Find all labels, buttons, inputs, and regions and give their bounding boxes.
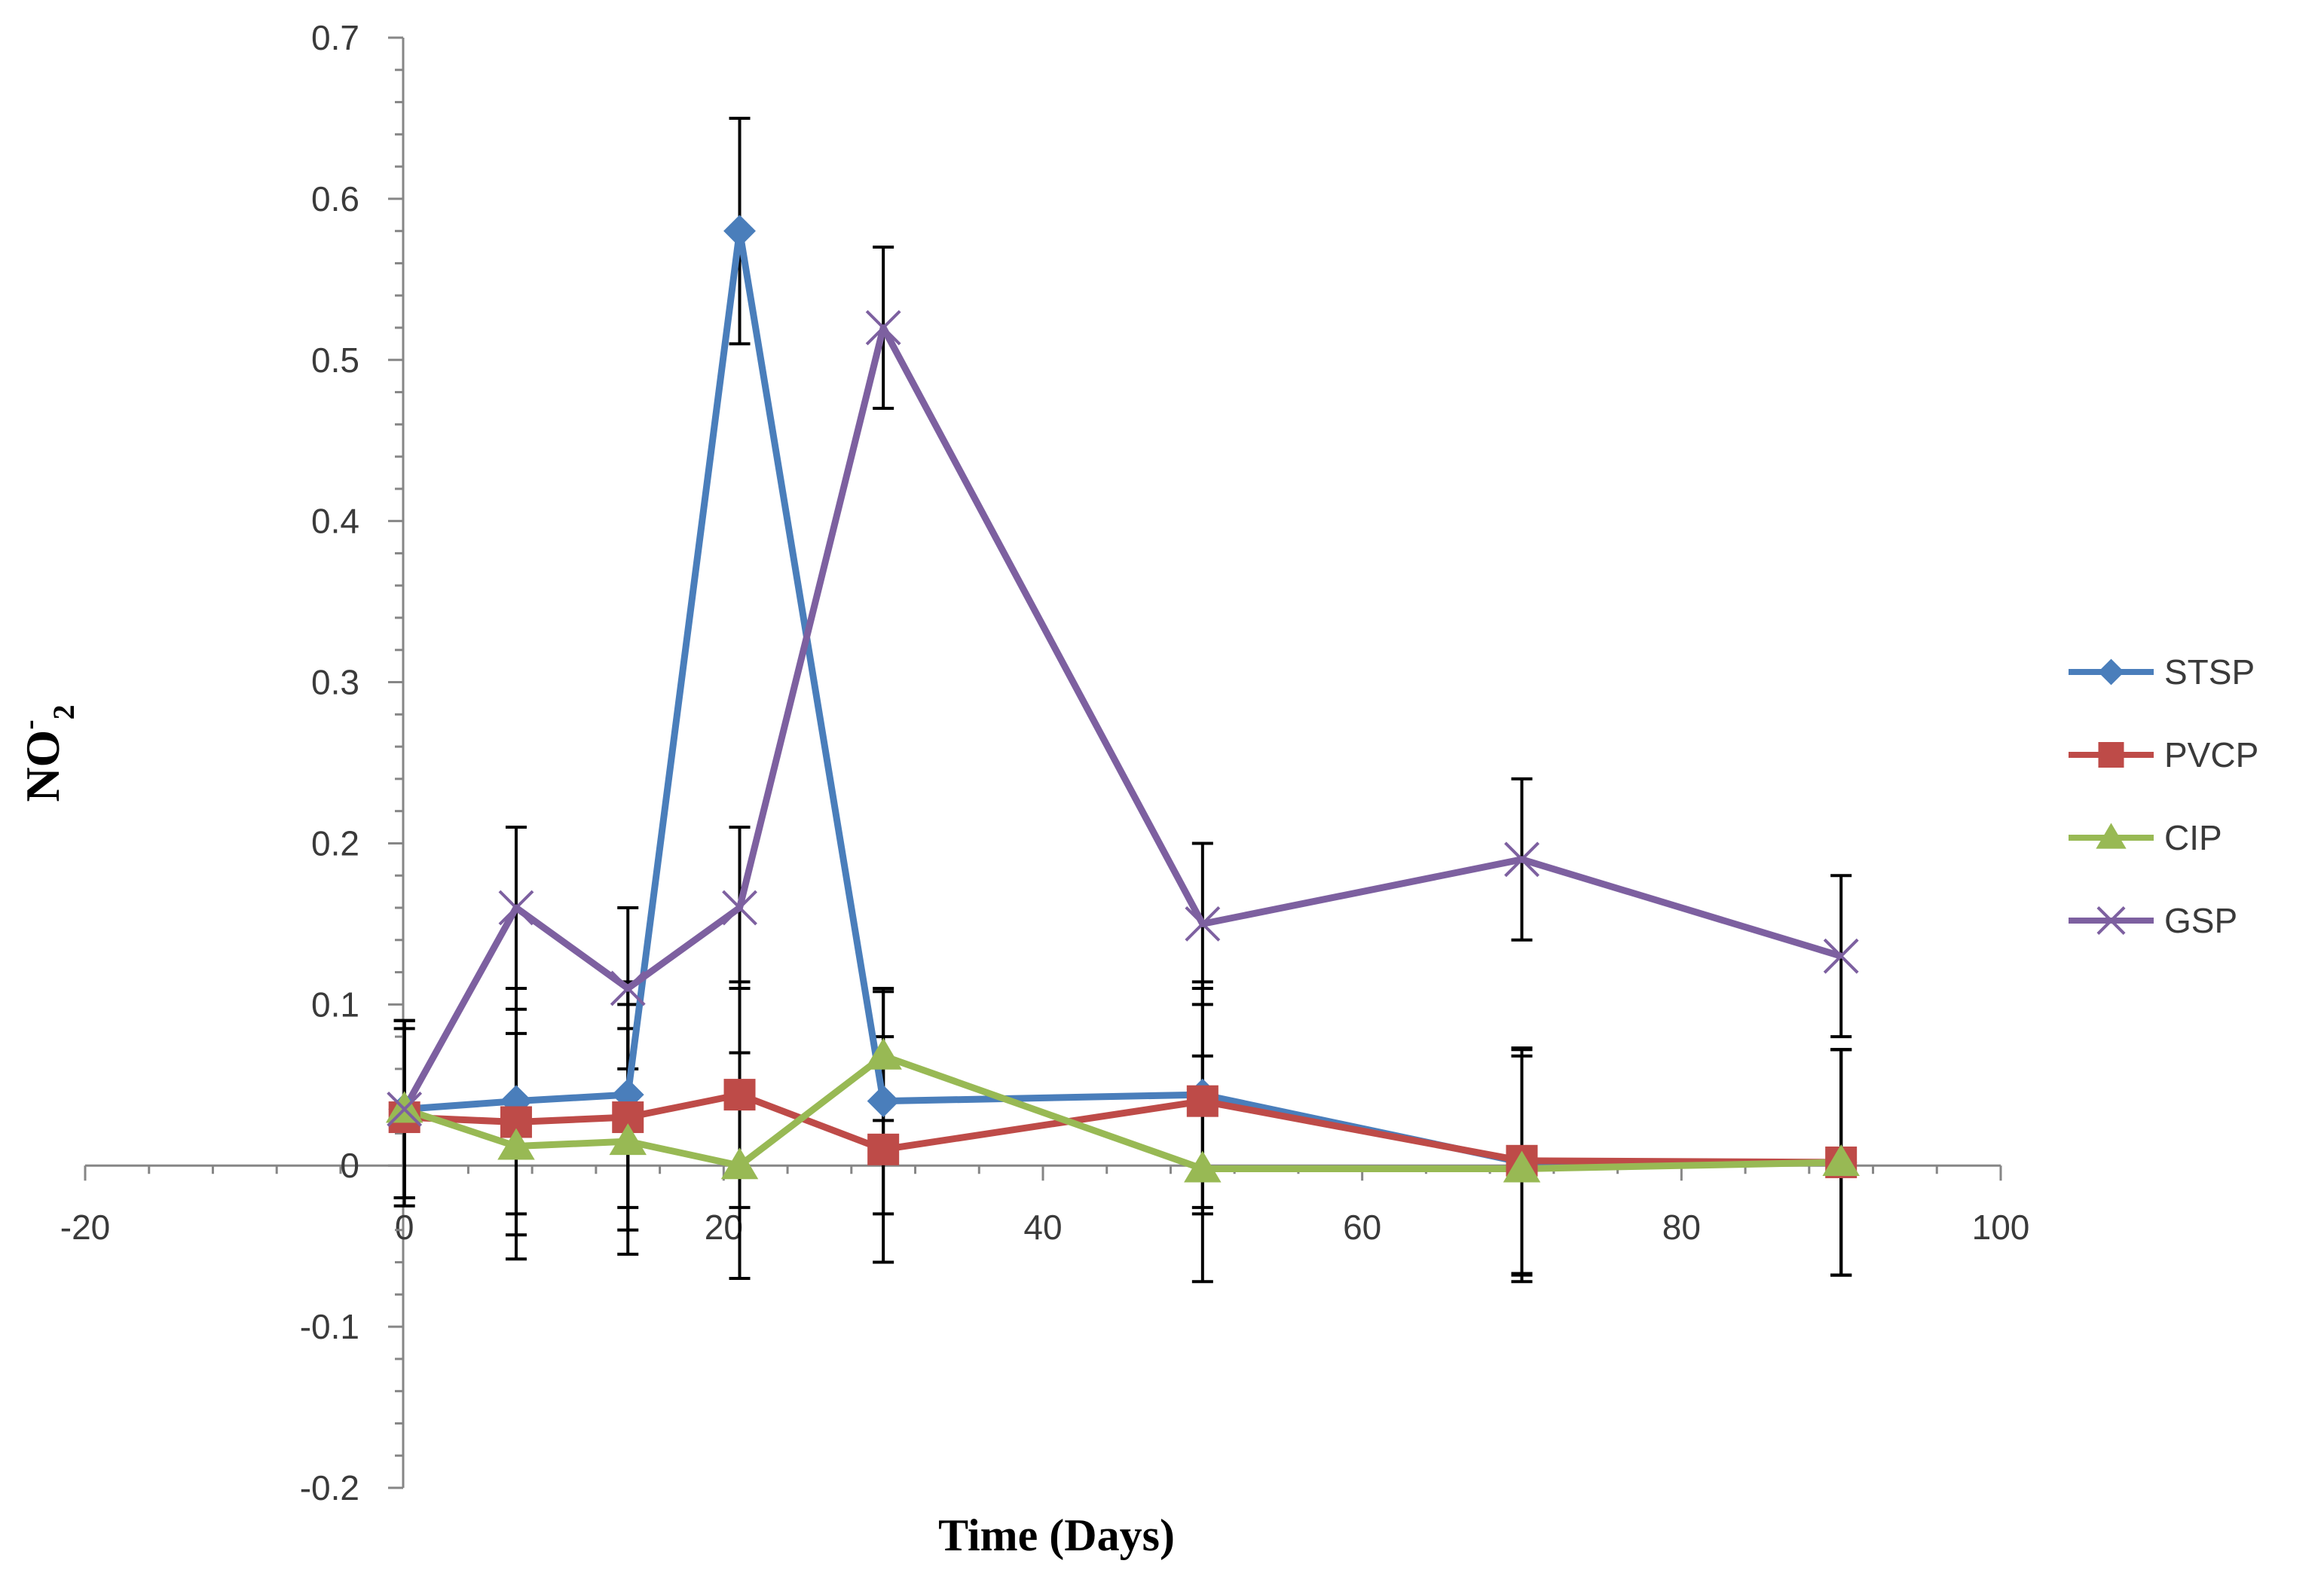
legend-label-pvcp: PVCP [2164, 735, 2258, 774]
y-axis-title-base: NO [16, 730, 69, 802]
x-tick-label: 100 [1972, 1208, 2030, 1247]
data-point-cip [1503, 1150, 1541, 1183]
y-tick-label: 0.6 [311, 179, 359, 218]
series-line-gsp [401, 324, 1842, 1111]
data-point-cip [864, 1037, 902, 1070]
data-point-gsp [387, 1091, 423, 1127]
series-line-stsp [404, 228, 1842, 1166]
data-point-gsp [1504, 841, 1540, 878]
series-markers [385, 215, 1860, 1183]
series-lines [401, 228, 1842, 1172]
y-tick-label: 0.5 [311, 341, 359, 380]
y-axis-title: NO-2 [12, 704, 81, 802]
legend: STSP PVCP CIP GSP [2069, 652, 2258, 940]
x-tick-label: 40 [1023, 1208, 1062, 1247]
y-tick-label: 0.3 [311, 663, 359, 702]
data-point-pvcp [867, 1133, 900, 1165]
data-point-gsp [865, 310, 901, 346]
legend-label-gsp: GSP [2164, 901, 2237, 940]
data-point-gsp [1185, 906, 1221, 942]
data-point-stsp [723, 215, 756, 248]
data-point-gsp [498, 890, 534, 926]
data-point-gsp [1823, 938, 1859, 974]
y-tick-label: 0.2 [311, 823, 359, 863]
y-axis-title-subscript: 2 [47, 704, 81, 719]
data-point-pvcp [723, 1079, 756, 1111]
x-tick-label: 20 [705, 1208, 743, 1247]
axes: -20 0 20 40 60 80 100 -0.2 -0.1 0 0.1 0.2 0.3 0.4 0.5 0… [60, 18, 2030, 1507]
series-line-cip [403, 1052, 1842, 1172]
data-point-gsp-stroke [610, 970, 646, 1006]
legend-marker-gsp-stroke [2096, 906, 2126, 936]
data-point-gsp [722, 890, 757, 926]
data-point-cip [720, 1147, 759, 1180]
data-point-pvcp [1186, 1085, 1219, 1117]
data-point-cip [1184, 1150, 1222, 1183]
y-tick-label: 0 [340, 1146, 359, 1185]
data-point-gsp [610, 970, 646, 1006]
legend-marker-pvcp [2098, 742, 2124, 768]
y-tick-label: 0.7 [311, 18, 359, 57]
x-tick-label: -20 [60, 1208, 110, 1247]
x-axis-title: Time (Days) [938, 1510, 1175, 1560]
data-point-gsp-stroke [1185, 906, 1221, 942]
legend-label-cip: CIP [2164, 818, 2222, 857]
data-point-cip [497, 1128, 535, 1160]
x-tick-label: 0 [395, 1208, 414, 1247]
y-tick-label: -0.1 [300, 1307, 359, 1346]
y-tick-label: -0.2 [300, 1468, 359, 1507]
series-line-pvcp [404, 1091, 1842, 1166]
y-tick-label: 0.1 [311, 985, 359, 1024]
x-tick-label: 60 [1343, 1208, 1381, 1247]
y-tick-label: 0.4 [311, 502, 359, 541]
data-point-gsp-stroke [865, 310, 901, 346]
data-point-gsp-stroke [1823, 938, 1859, 974]
data-point-cip [609, 1123, 647, 1156]
data-point-stsp [867, 1085, 900, 1118]
y-axis-title-superscript: - [12, 719, 46, 729]
data-point-cip [1822, 1144, 1860, 1176]
data-point-gsp-stroke [1504, 841, 1540, 878]
data-point-gsp-stroke [387, 1091, 423, 1127]
legend-label-stsp: STSP [2164, 652, 2255, 692]
data-point-gsp-stroke [498, 890, 534, 926]
data-point-gsp-stroke [722, 890, 757, 926]
legend-marker-gsp [2096, 906, 2126, 936]
legend-marker-cip [2096, 823, 2127, 849]
x-tick-label: 80 [1662, 1208, 1701, 1247]
legend-marker-stsp [2098, 658, 2124, 686]
